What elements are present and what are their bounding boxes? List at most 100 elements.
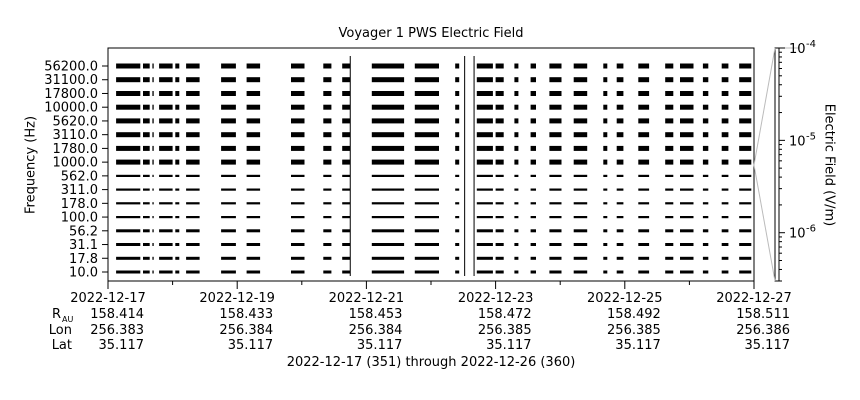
ephemeris-value: 158.414 xyxy=(90,307,144,322)
spectrum-block xyxy=(455,202,460,205)
spectrum-block xyxy=(371,159,405,165)
spectrum-block xyxy=(152,159,154,165)
spectrum-block xyxy=(342,77,351,83)
spectrum-block xyxy=(549,229,562,233)
spectrum-block xyxy=(665,159,674,165)
spectrum-block xyxy=(323,256,332,260)
spectrum-block xyxy=(221,104,236,110)
colorbar-connector xyxy=(753,47,776,166)
spectrum-block xyxy=(721,104,729,110)
spectrum-block xyxy=(495,202,504,205)
ephemeris-value: 35.117 xyxy=(615,338,661,353)
spectrum-block xyxy=(665,202,674,205)
spectrum-block xyxy=(159,104,173,110)
spectrum-block xyxy=(116,256,141,260)
spectrum-block xyxy=(702,63,709,69)
spectrum-block xyxy=(616,91,624,96)
spectrum-block xyxy=(573,243,588,246)
spectrum-block xyxy=(371,91,405,96)
spectrum-block xyxy=(638,91,650,96)
spectrum-block xyxy=(186,91,200,96)
spectrum-block xyxy=(143,174,150,177)
spectrum-block xyxy=(702,132,709,138)
spectrum-block xyxy=(291,132,305,138)
chart-title: Voyager 1 PWS Electric Field xyxy=(338,26,524,41)
spectrum-block xyxy=(680,104,694,110)
spectrum-block xyxy=(371,174,405,177)
spectrum-block xyxy=(323,243,332,246)
spectrum-block xyxy=(186,77,200,83)
spectrum-block xyxy=(476,243,493,246)
spectrum-block xyxy=(152,132,154,138)
spectrum-block xyxy=(152,229,154,233)
spectrum-block xyxy=(721,270,729,274)
spectrum-block xyxy=(638,229,650,233)
spectrum-block xyxy=(221,132,236,138)
spectrum-block xyxy=(702,243,709,246)
heatmap-layer xyxy=(116,63,752,274)
spectrum-block xyxy=(152,243,154,246)
spectrum-block xyxy=(530,104,536,110)
colorbar: 10-410-510-6 xyxy=(753,39,816,282)
spectrum-block xyxy=(680,174,694,177)
spectrum-block xyxy=(246,202,261,205)
ephemeris-value: 158.511 xyxy=(736,307,790,322)
y-tick-label: 10.0 xyxy=(69,266,98,281)
spectrum-block xyxy=(414,63,439,69)
y-tick-label: 5620.0 xyxy=(53,114,99,129)
spectrum-block xyxy=(186,202,200,205)
ephemeris-value: 35.117 xyxy=(486,338,532,353)
spectrum-block xyxy=(573,270,588,274)
spectrum-block xyxy=(573,202,588,205)
spectrum-block xyxy=(680,256,694,260)
spectrum-block xyxy=(152,145,154,151)
spectrum-block xyxy=(476,229,493,233)
spectrum-block xyxy=(476,145,493,151)
spectrum-block xyxy=(680,132,694,138)
spectrum-block xyxy=(495,159,504,165)
spectrum-block xyxy=(616,159,624,165)
spectrum-block xyxy=(573,77,588,83)
spectrum-block xyxy=(159,256,173,260)
spectrum-block xyxy=(665,188,674,191)
spectrum-block xyxy=(530,118,536,124)
spectrum-block xyxy=(665,91,674,96)
spectrum-block xyxy=(638,118,650,124)
spectrum-block xyxy=(739,216,752,219)
spectrum-block xyxy=(476,202,493,205)
spectrum-block xyxy=(638,104,650,110)
spectrum-block xyxy=(680,159,694,165)
spectrum-block xyxy=(495,145,504,151)
spectrum-block xyxy=(680,118,694,124)
spectrum-block xyxy=(638,132,650,138)
spectrum-block xyxy=(291,104,305,110)
spectrum-block xyxy=(721,216,729,219)
spectrum-block xyxy=(371,63,405,69)
spectrum-block xyxy=(616,243,624,246)
spectrum-block xyxy=(495,91,504,96)
spectrum-block xyxy=(603,270,608,274)
spectrum-block xyxy=(514,91,519,96)
spectrum-block xyxy=(221,229,236,233)
spectrum-block xyxy=(739,159,752,165)
spectrum-block xyxy=(514,243,519,246)
spectrum-block xyxy=(530,91,536,96)
spectrum-block xyxy=(455,243,460,246)
spectrum-block xyxy=(702,188,709,191)
spectrum-block xyxy=(549,270,562,274)
spectrum-block xyxy=(143,63,150,69)
spectrum-block xyxy=(246,243,261,246)
spectrum-block xyxy=(116,63,141,69)
y-tick-label: 3110.0 xyxy=(53,128,99,143)
spectrum-block xyxy=(702,270,709,274)
spectrum-block xyxy=(159,202,173,205)
spectrum-block xyxy=(342,104,351,110)
spectrum-block xyxy=(291,188,305,191)
spectrum-block xyxy=(739,229,752,233)
spectrum-block xyxy=(476,270,493,274)
spectrum-block xyxy=(116,132,141,138)
spectrum-block xyxy=(530,256,536,260)
spectrum-block xyxy=(414,216,439,219)
spectrum-block xyxy=(495,188,504,191)
